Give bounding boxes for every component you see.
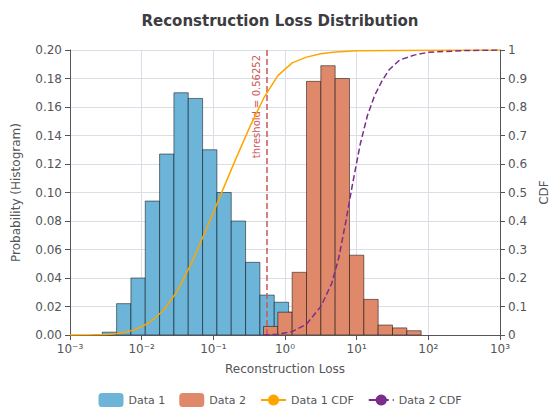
svg-text:0.16: 0.16: [35, 100, 62, 114]
svg-text:10⁻¹: 10⁻¹: [200, 342, 227, 356]
svg-text:Reconstruction Loss Distributi: Reconstruction Loss Distribution: [141, 12, 418, 30]
svg-text:0.14: 0.14: [35, 129, 62, 143]
svg-text:0.12: 0.12: [35, 157, 62, 171]
svg-text:Data 2 CDF: Data 2 CDF: [399, 394, 462, 407]
svg-text:threshold = 0.56252: threshold = 0.56252: [251, 55, 262, 158]
svg-text:10⁻²: 10⁻²: [128, 342, 155, 356]
svg-text:10³: 10³: [490, 342, 510, 356]
svg-text:Reconstruction Loss: Reconstruction Loss: [225, 362, 345, 376]
svg-text:Data 1: Data 1: [129, 394, 166, 407]
svg-text:0.02: 0.02: [35, 300, 62, 314]
svg-text:Probability (Histogram): Probability (Histogram): [9, 123, 23, 262]
svg-text:10²: 10²: [418, 342, 438, 356]
svg-text:10⁰: 10⁰: [275, 342, 295, 356]
svg-text:0.18: 0.18: [35, 72, 62, 86]
svg-text:0.2: 0.2: [508, 271, 527, 285]
svg-text:0.4: 0.4: [508, 214, 527, 228]
svg-text:1: 1: [508, 43, 516, 57]
svg-text:0: 0: [508, 328, 516, 342]
svg-text:Data 2: Data 2: [209, 394, 246, 407]
svg-text:CDF: CDF: [537, 180, 551, 205]
svg-text:0.7: 0.7: [508, 129, 527, 143]
svg-text:0.3: 0.3: [508, 243, 527, 257]
svg-text:0.1: 0.1: [508, 300, 527, 314]
svg-text:Data 1 CDF: Data 1 CDF: [291, 394, 354, 407]
svg-text:0.20: 0.20: [35, 43, 62, 57]
svg-text:0.06: 0.06: [35, 243, 62, 257]
svg-text:0.08: 0.08: [35, 214, 62, 228]
svg-text:0.6: 0.6: [508, 157, 527, 171]
svg-text:0.5: 0.5: [508, 186, 527, 200]
svg-text:10⁻³: 10⁻³: [57, 342, 84, 356]
svg-text:0.04: 0.04: [35, 271, 62, 285]
svg-text:0.00: 0.00: [35, 328, 62, 342]
svg-text:0.8: 0.8: [508, 100, 527, 114]
svg-text:0.10: 0.10: [35, 186, 62, 200]
svg-text:10¹: 10¹: [347, 342, 367, 356]
svg-text:0.9: 0.9: [508, 72, 527, 86]
